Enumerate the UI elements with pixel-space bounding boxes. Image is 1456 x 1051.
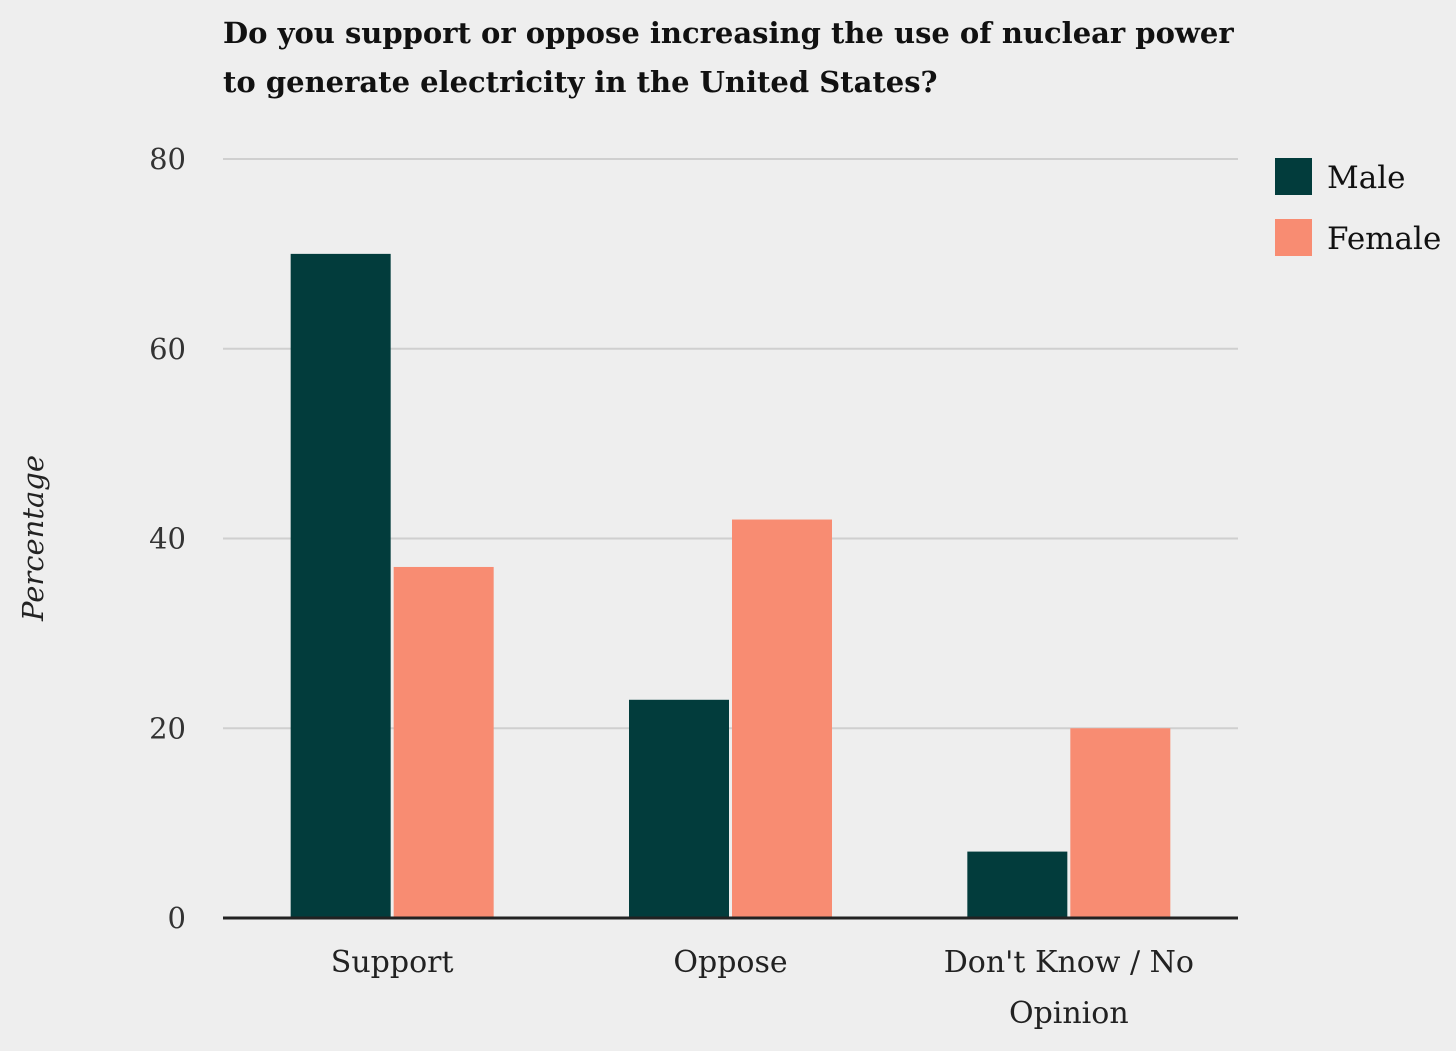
x-tick-label-1-line-1: Oppose [673,945,787,980]
bar-female-0 [393,566,494,918]
x-tick-label-2-line-2: Opinion [1009,996,1129,1031]
bar-female-1 [732,519,832,918]
legend-swatch-male [1275,158,1312,195]
gridlines [223,158,1238,730]
legend-swatch-female [1275,219,1312,256]
legend-label-female: Female [1327,221,1441,257]
y-tick-label-60: 60 [149,332,186,366]
bar-female-2 [1070,728,1171,918]
legend-label-male: Male [1327,160,1405,196]
y-tick-label-40: 40 [149,522,186,556]
chart-title-line-1: Do you support or oppose increasing the … [223,16,1234,50]
y-tick-labels: 0 20 40 60 80 [149,142,186,935]
x-tick-label-0-line-1: Support [331,945,454,980]
bar-male-0 [290,253,391,918]
chart-title-line-2: to generate electricity in the United St… [223,65,938,99]
y-tick-label-20: 20 [149,711,186,745]
y-tick-label-0: 0 [168,901,186,935]
y-axis-label: Percentage [16,455,50,622]
bars [290,253,1171,918]
legend: Male Female [1275,158,1441,257]
bar-male-2 [967,851,1068,918]
bar-male-1 [629,699,729,918]
x-tick-label-2-line-1: Don't Know / No [944,945,1194,980]
category-labels: Support Oppose Don't Know / No Opinion [331,945,1194,1031]
y-tick-label-80: 80 [149,142,186,176]
